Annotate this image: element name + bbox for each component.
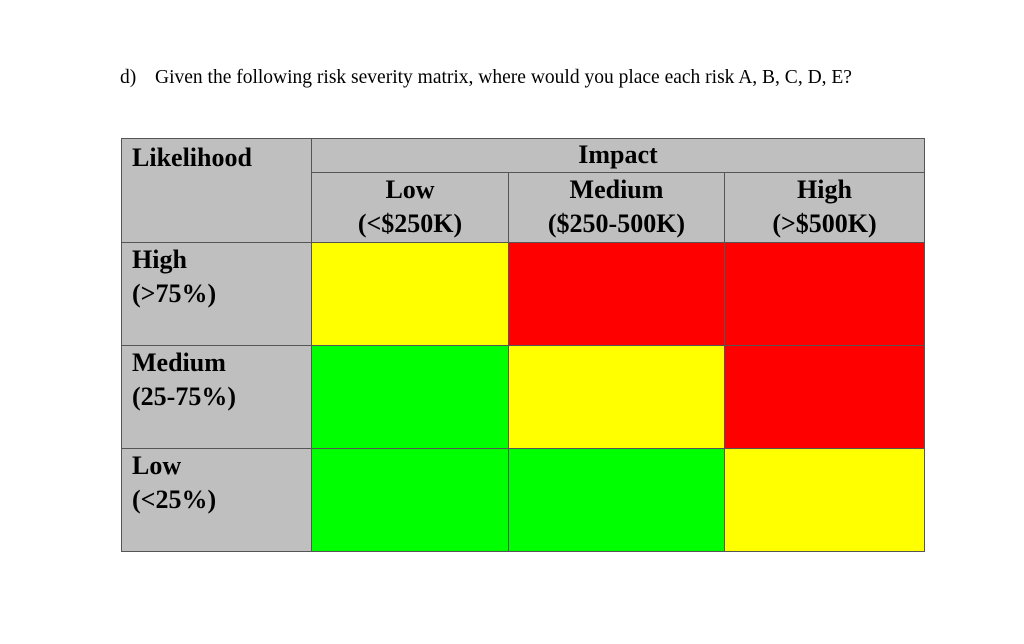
risk-cell xyxy=(508,345,725,449)
matrix-row-high: High (>75%) xyxy=(121,242,925,346)
impact-column-medium: Medium ($250-500K) xyxy=(508,172,725,243)
likelihood-row-range: (<25%) xyxy=(132,485,217,514)
risk-cell xyxy=(724,345,925,449)
question-text: Given the following risk severity matrix… xyxy=(155,67,852,88)
risk-cell xyxy=(311,242,509,346)
likelihood-row-high: High (>75%) xyxy=(121,242,312,346)
likelihood-row-low: Low (<25%) xyxy=(121,448,312,552)
matrix-row-low: Low (<25%) xyxy=(121,448,925,552)
risk-cell xyxy=(508,448,725,552)
impact-column-range: (>$500K) xyxy=(772,209,877,238)
impact-column-name: High xyxy=(797,175,852,204)
likelihood-header: Likelihood xyxy=(121,138,312,243)
risk-cell xyxy=(311,448,509,552)
risk-cell xyxy=(724,242,925,346)
risk-cell xyxy=(508,242,725,346)
risk-severity-matrix: Likelihood Impact Low (<$250K) Medium ($… xyxy=(121,138,925,552)
question-label: d) xyxy=(120,67,137,88)
matrix-row-medium: Medium (25-75%) xyxy=(121,345,925,449)
impact-column-name: Medium xyxy=(569,175,664,204)
likelihood-row-name: Low xyxy=(132,451,182,480)
likelihood-row-name: Medium xyxy=(132,348,226,377)
impact-column-low: Low (<$250K) xyxy=(311,172,509,243)
likelihood-row-name: High xyxy=(132,245,187,274)
impact-column-high: High (>$500K) xyxy=(724,172,925,243)
impact-column-range: (<$250K) xyxy=(357,209,463,238)
impact-column-range: ($250-500K) xyxy=(547,209,686,238)
likelihood-row-range: (>75%) xyxy=(132,279,217,308)
impact-column-name: Low xyxy=(385,175,435,204)
risk-cell xyxy=(311,345,509,449)
likelihood-row-medium: Medium (25-75%) xyxy=(121,345,312,449)
risk-cell xyxy=(724,448,925,552)
impact-header: Impact xyxy=(311,138,925,173)
likelihood-row-range: (25-75%) xyxy=(132,382,236,411)
